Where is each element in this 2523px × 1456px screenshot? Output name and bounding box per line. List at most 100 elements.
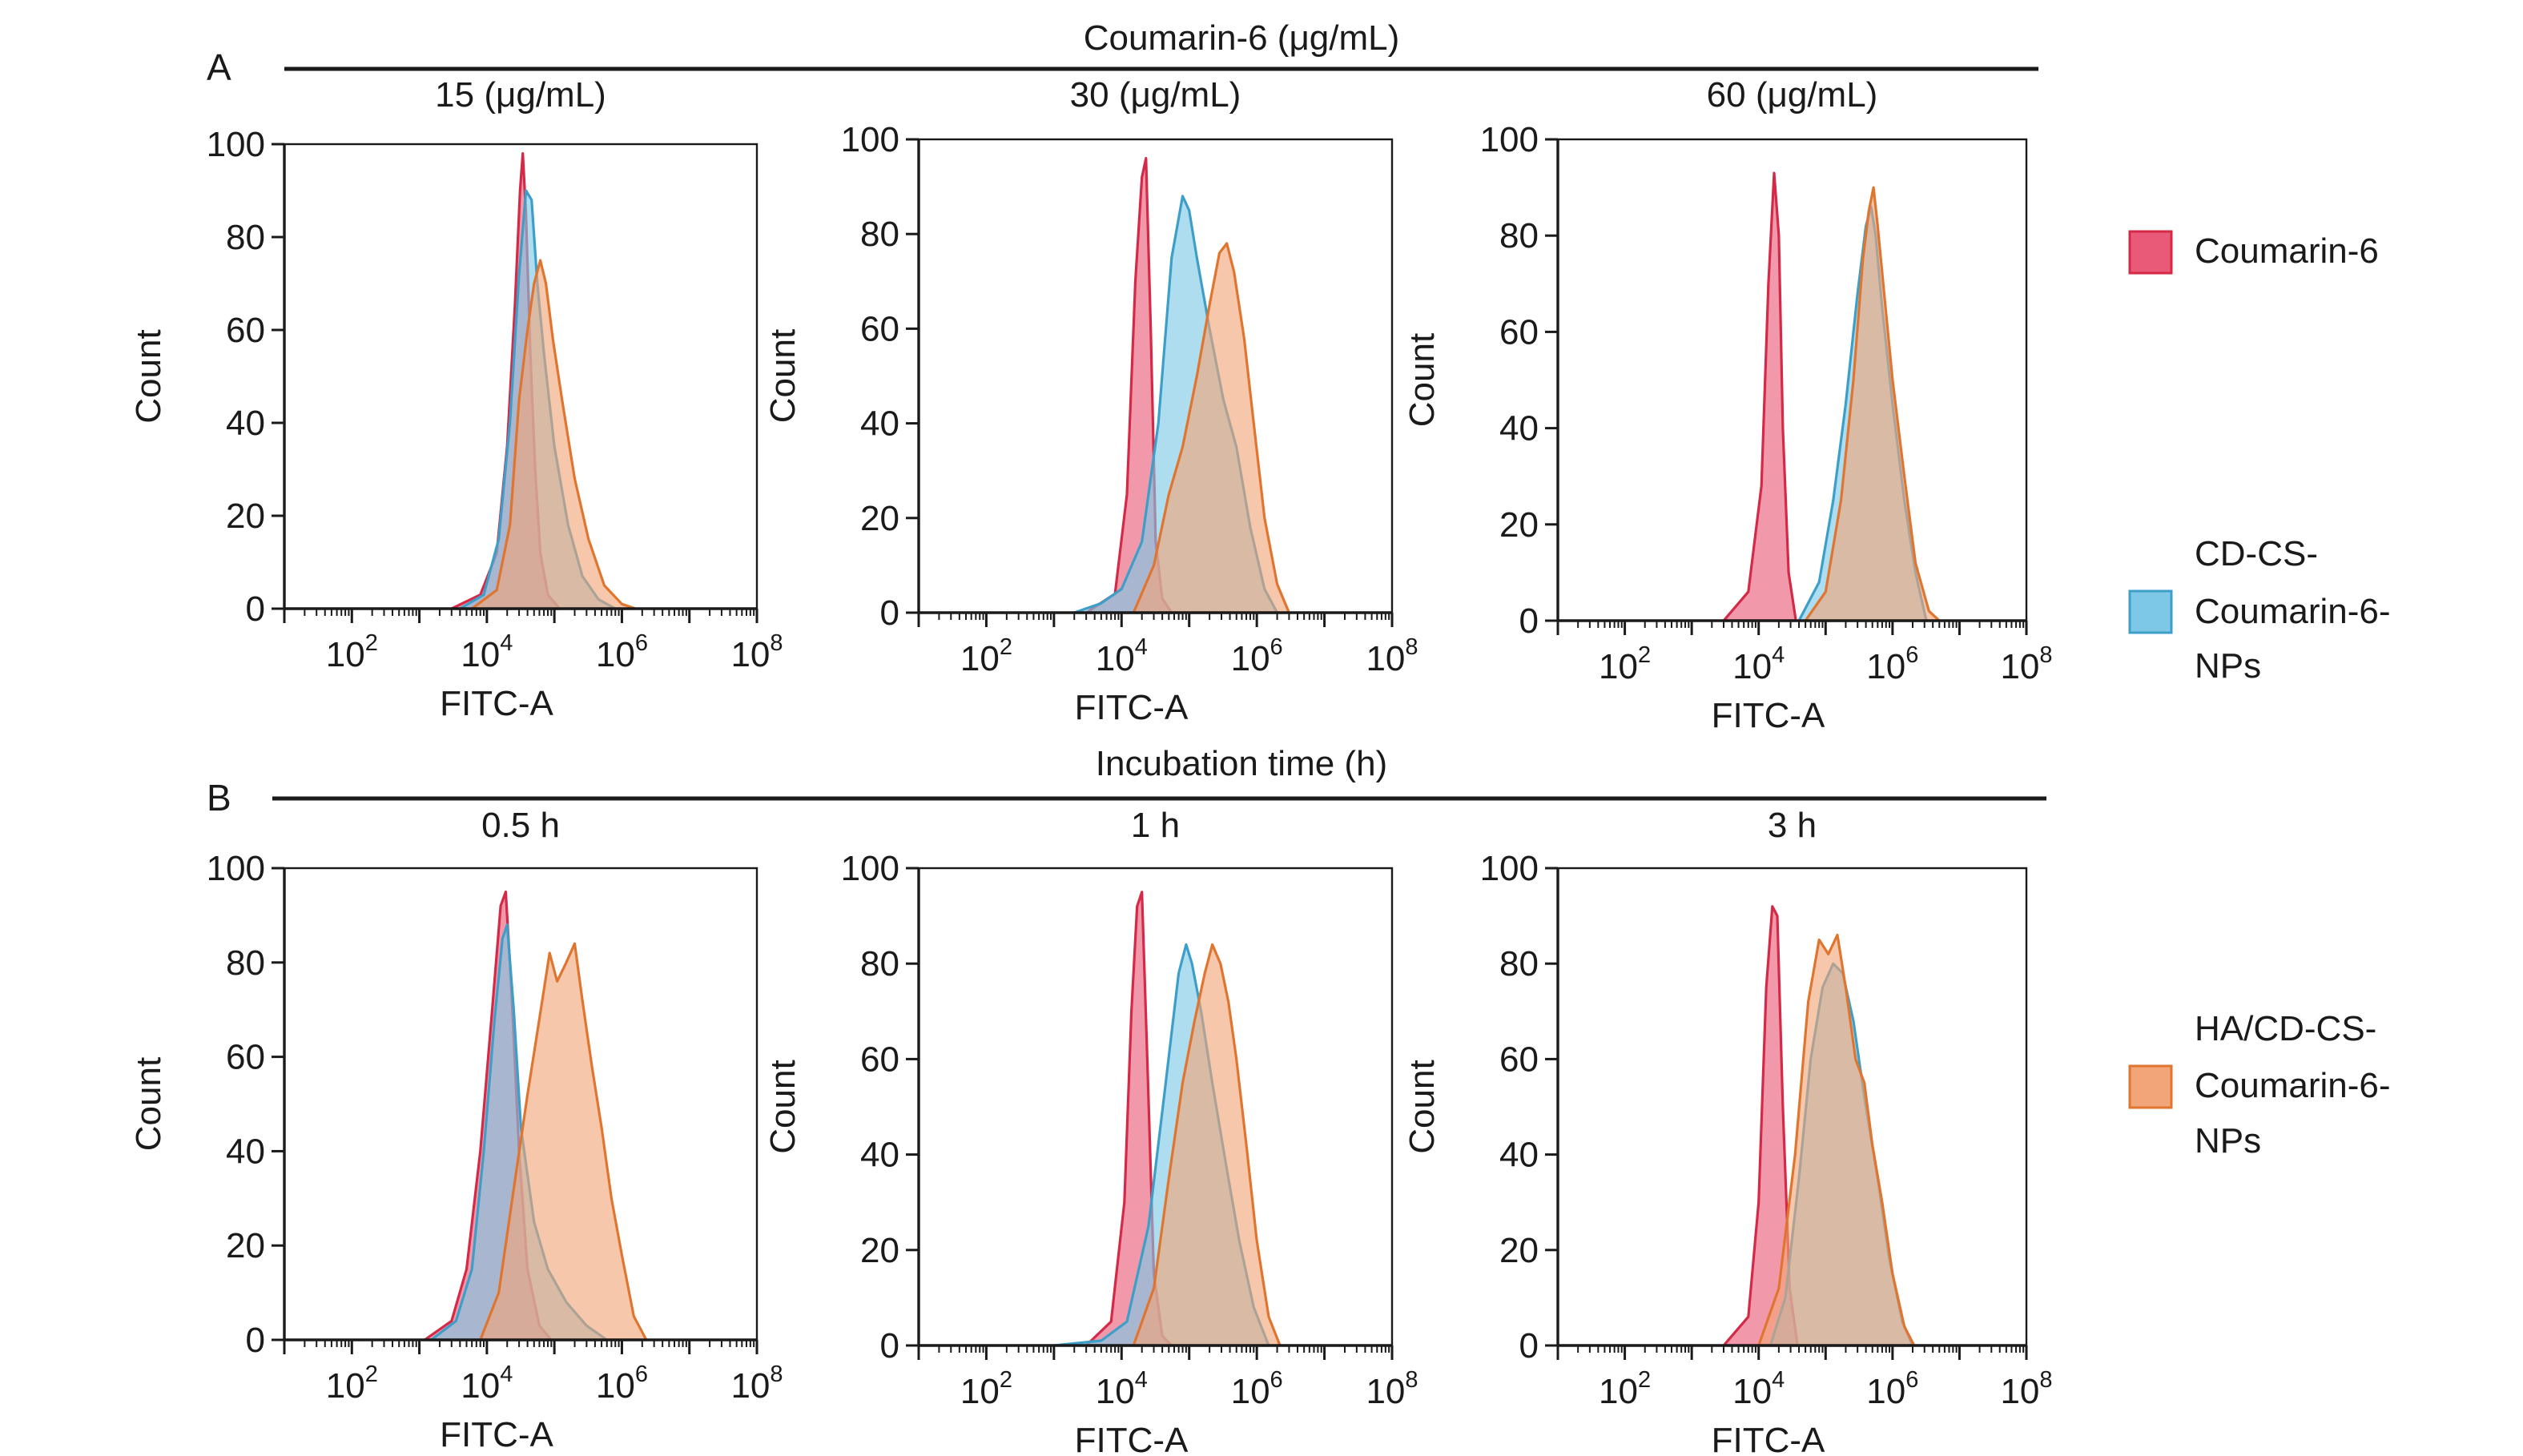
y-tick-label-0-60-ug-ml: 0 xyxy=(1519,601,1539,641)
histogram-area-ha-cd-cs-coumarin-6-nps-60-ug-ml xyxy=(1804,186,1941,622)
y-tick-label-100-30-ug-ml: 100 xyxy=(841,120,899,159)
histogram-area-ha-cd-cs-coumarin-6-nps-3-h xyxy=(1757,933,1916,1347)
x-tick-label-10e2-1-h: 102 xyxy=(960,1367,1012,1411)
y-tick-label-80-60-ug-ml: 80 xyxy=(1499,216,1539,255)
panel-title-60-ug-ml: 60 (μg/mL) xyxy=(1707,75,1878,115)
x-axis-label-0-5-h: FITC-A xyxy=(440,1415,553,1454)
x-tick-label-10e4-0-5-h: 104 xyxy=(461,1361,513,1406)
y-axis-label-0-5-h: Count xyxy=(129,1057,168,1151)
y-tick-label-20-15-ug-ml: 20 xyxy=(226,497,265,536)
x-axis-label-3-h: FITC-A xyxy=(1712,1421,1825,1456)
panel-title-3-h: 3 h xyxy=(1768,806,1817,845)
x-tick-label-10e8-30-ug-ml: 108 xyxy=(1366,634,1418,678)
histogram-panel-0-5-h: 0 20 40 60 80 100 102 104 106 108 FITC-A Count 0.5 h xyxy=(129,806,783,1454)
histogram-area-ha-cd-cs-coumarin-6-nps-0-5-h xyxy=(479,942,648,1341)
histogram-panel-15-ug-ml: 0 20 40 60 80 100 102 104 106 108 FITC-A Count 15 (μ… xyxy=(129,75,783,723)
y-tick-label-100-3-h: 100 xyxy=(1480,849,1539,888)
legend-label-cd-cs-line-3: NPs xyxy=(2195,646,2261,686)
y-tick-label-60-1-h: 60 xyxy=(860,1040,899,1079)
y-tick-label-60-60-ug-ml: 60 xyxy=(1499,312,1539,352)
x-tick-label-10e8-1-h: 108 xyxy=(1366,1367,1418,1411)
panel-title-15-ug-ml: 15 (μg/mL) xyxy=(435,75,606,115)
legend-entry-cd-cs-coumarin-6-nps: CD-CS- Coumarin-6- NPs xyxy=(2128,534,2391,686)
y-tick-label-0-3-h: 0 xyxy=(1519,1326,1539,1366)
legend-entry-ha-cd-cs-coumarin-6-nps: HA/CD-CS- Coumarin-6- NPs xyxy=(2128,1009,2391,1160)
y-tick-label-80-1-h: 80 xyxy=(860,944,899,983)
x-tick-label-10e6-1-h: 106 xyxy=(1231,1367,1283,1411)
panel-b-letter: B xyxy=(207,777,231,818)
x-tick-label-10e6-3-h: 106 xyxy=(1866,1367,1918,1411)
x-tick-label-10e2-15-ug-ml: 102 xyxy=(326,630,378,674)
y-tick-label-60-15-ug-ml: 60 xyxy=(226,311,265,350)
x-tick-label-10e8-3-h: 108 xyxy=(2000,1367,2052,1411)
y-axis-label-30-ug-ml: Count xyxy=(763,329,803,423)
x-axis-label-30-ug-ml: FITC-A xyxy=(1075,688,1189,727)
y-tick-label-20-60-ug-ml: 20 xyxy=(1499,505,1539,545)
x-tick-label-10e8-60-ug-ml: 108 xyxy=(2000,642,2052,686)
x-axis-label-1-h: FITC-A xyxy=(1075,1421,1189,1456)
y-tick-label-20-0-5-h: 20 xyxy=(226,1226,265,1265)
legend-label-ha-cd-cs-line-1: HA/CD-CS- xyxy=(2195,1009,2376,1048)
y-axis-label-15-ug-ml: Count xyxy=(129,329,168,423)
y-axis-label-60-ug-ml: Count xyxy=(1402,333,1442,427)
x-tick-label-10e8-0-5-h: 108 xyxy=(730,1361,783,1406)
legend-label-ha-cd-cs-line-2: Coumarin-6- xyxy=(2195,1066,2391,1105)
histogram-panel-60-ug-ml: 0 20 40 60 80 100 102 104 106 108 FITC-A Count 60 (μ… xyxy=(1402,75,2053,735)
y-tick-label-60-30-ug-ml: 60 xyxy=(860,309,899,348)
y-tick-label-80-15-ug-ml: 80 xyxy=(226,218,265,257)
y-tick-label-40-1-h: 40 xyxy=(860,1136,899,1175)
x-axis-label-15-ug-ml: FITC-A xyxy=(440,684,553,723)
y-tick-label-80-3-h: 80 xyxy=(1499,944,1539,983)
y-tick-label-100-60-ug-ml: 100 xyxy=(1480,120,1539,159)
legend-entry-coumarin-6: Coumarin-6 xyxy=(2128,230,2379,275)
legend-swatch-ha-cd-cs-coumarin-6-nps xyxy=(2128,1064,2173,1109)
histogram-panel-3-h: 0 20 40 60 80 100 102 104 106 108 FITC-A Count 3 h xyxy=(1402,806,2053,1456)
y-tick-label-60-3-h: 60 xyxy=(1499,1040,1539,1079)
histogram-area-coumarin-6-60-ug-ml xyxy=(1722,171,1797,622)
y-tick-label-100-0-5-h: 100 xyxy=(207,849,265,888)
y-tick-label-40-60-ug-ml: 40 xyxy=(1499,409,1539,448)
y-tick-label-20-3-h: 20 xyxy=(1499,1231,1539,1270)
panel-title-0-5-h: 0.5 h xyxy=(481,806,560,845)
y-tick-label-0-1-h: 0 xyxy=(880,1326,899,1366)
y-tick-label-20-30-ug-ml: 20 xyxy=(860,499,899,538)
histogram-panel-30-ug-ml: 0 20 40 60 80 100 102 104 106 108 FITC-A Count 30 (μ… xyxy=(763,75,1418,727)
x-tick-label-10e4-1-h: 104 xyxy=(1096,1367,1148,1411)
histogram-panel-1-h: 0 20 40 60 80 100 102 104 106 108 FITC-A Count 1 h xyxy=(763,806,1418,1456)
legend-label-cd-cs-line-1: CD-CS- xyxy=(2195,534,2318,573)
x-tick-label-10e2-30-ug-ml: 102 xyxy=(960,634,1012,678)
y-tick-label-0-15-ug-ml: 0 xyxy=(246,589,265,629)
y-tick-label-40-3-h: 40 xyxy=(1499,1136,1539,1175)
y-tick-label-80-30-ug-ml: 80 xyxy=(860,215,899,254)
y-tick-label-80-0-5-h: 80 xyxy=(226,943,265,983)
legend-label-cd-cs-line-2: Coumarin-6- xyxy=(2195,592,2391,631)
panel-title-30-ug-ml: 30 (μg/mL) xyxy=(1070,75,1241,115)
y-tick-label-100-1-h: 100 xyxy=(841,849,899,888)
x-tick-label-10e6-15-ug-ml: 106 xyxy=(596,630,648,674)
legend-label-ha-cd-cs-line-3: NPs xyxy=(2195,1121,2261,1160)
y-axis-label-3-h: Count xyxy=(1402,1060,1442,1153)
y-tick-label-0-0-5-h: 0 xyxy=(246,1321,265,1360)
x-tick-label-10e4-15-ug-ml: 104 xyxy=(461,630,513,674)
x-tick-label-10e4-3-h: 104 xyxy=(1732,1367,1785,1411)
y-tick-label-40-30-ug-ml: 40 xyxy=(860,404,899,444)
x-tick-label-10e4-60-ug-ml: 104 xyxy=(1732,642,1785,686)
y-tick-label-100-15-ug-ml: 100 xyxy=(207,125,265,164)
legend-label-coumarin-6: Coumarin-6 xyxy=(2195,231,2379,271)
panel-a-letter: A xyxy=(207,46,231,88)
legend-swatch-coumarin-6 xyxy=(2128,230,2173,275)
plot-frame-60-ug-ml xyxy=(1556,138,2028,622)
y-tick-label-20-1-h: 20 xyxy=(860,1231,899,1270)
x-tick-label-10e6-60-ug-ml: 106 xyxy=(1866,642,1918,686)
y-tick-label-60-0-5-h: 60 xyxy=(226,1038,265,1077)
x-tick-label-10e2-3-h: 102 xyxy=(1599,1367,1651,1411)
x-tick-label-10e6-0-5-h: 106 xyxy=(596,1361,648,1406)
legend: Coumarin-6 CD-CS- Coumarin-6- NPs HA/CD-… xyxy=(2128,230,2391,1160)
panel-a-group-header: Coumarin-6 (μg/mL) xyxy=(1084,18,1400,58)
x-tick-label-10e4-30-ug-ml: 104 xyxy=(1096,634,1148,678)
y-tick-label-40-15-ug-ml: 40 xyxy=(226,404,265,443)
y-tick-label-40-0-5-h: 40 xyxy=(226,1132,265,1171)
x-tick-label-10e2-0-5-h: 102 xyxy=(326,1361,378,1406)
legend-swatch-cd-cs-coumarin-6-nps xyxy=(2128,589,2173,634)
